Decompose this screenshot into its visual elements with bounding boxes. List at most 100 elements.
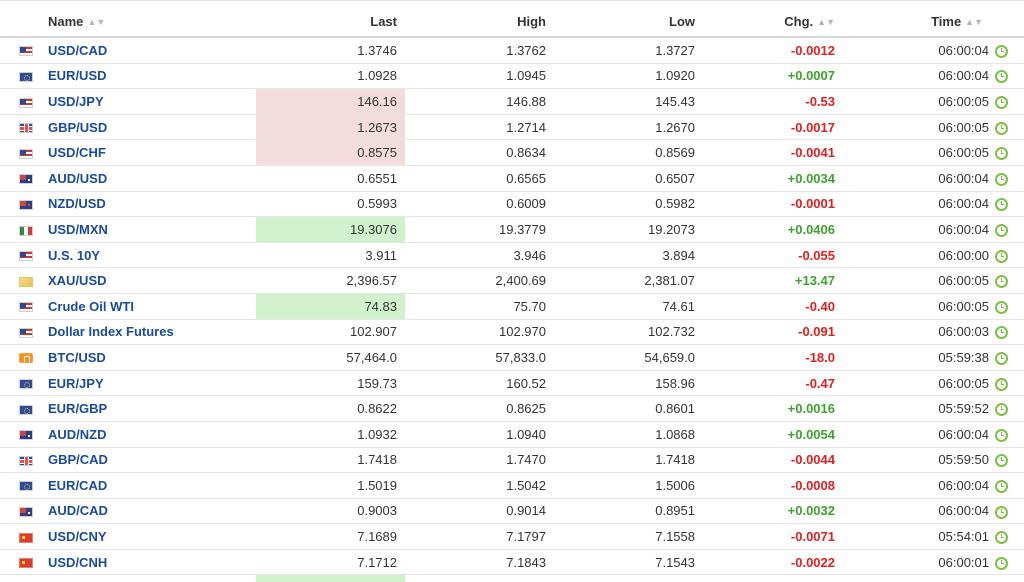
instrument-name[interactable]: USD/CAD — [44, 37, 256, 64]
low-value: 0.5982 — [554, 191, 703, 218]
header-name[interactable]: Name ▲▼ — [44, 6, 256, 38]
header-high: High — [405, 6, 554, 38]
clock-cell — [991, 421, 1024, 448]
flag-cell — [0, 549, 44, 576]
instrument-name[interactable]: EUR/JPY — [44, 370, 256, 397]
last-value: 1.0928 — [256, 63, 405, 90]
table-row[interactable]: GBP/USD 1.2673 1.2714 1.2670 -0.0017 06:00:05 — [0, 114, 1024, 141]
flag-cell — [0, 395, 44, 422]
instrument-name[interactable]: AUD/USD — [44, 165, 256, 192]
gb-flag-icon — [19, 123, 33, 134]
change-value: -18.0 — [703, 344, 843, 371]
instrument-name[interactable]: EUR/USD — [44, 63, 256, 90]
instrument-name[interactable]: USD/CHF — [44, 139, 256, 166]
instrument-link[interactable]: BTC/USD — [48, 349, 106, 365]
sort-icon[interactable]: ▲▼ — [817, 16, 835, 27]
header-chg[interactable]: Chg. ▲▼ — [703, 6, 843, 38]
instrument-name[interactable]: EUR/GBP — [44, 395, 256, 422]
clock-cell — [991, 114, 1024, 141]
time-value: 06:00:05 — [843, 267, 991, 294]
time-value: 06:00:04 — [843, 63, 991, 90]
header-time[interactable]: Time ▲▼ — [843, 6, 991, 38]
nz-flag-icon — [19, 199, 33, 210]
low-value: 145.43 — [554, 88, 703, 115]
instrument-link[interactable]: AUD/CAD — [48, 503, 108, 519]
instrument-name[interactable]: USD/MXN — [44, 216, 256, 243]
instrument-link[interactable]: AUD/NZD — [48, 426, 107, 442]
table-row[interactable]: USD/JPY 146.16 146.88 145.43 -0.53 06:00:05 — [0, 88, 1024, 115]
instrument-link[interactable]: XAU/USD — [48, 273, 107, 289]
table-row[interactable]: Crude Oil WTI 74.83 75.70 74.61 -0.40 06:00:0… — [0, 293, 1024, 320]
table-row[interactable]: BTC/USD 57,464.0 57,833.0 54,659.0 -18.0 05:5… — [0, 344, 1024, 371]
table-row[interactable]: USD/CNH 7.1712 7.1843 7.1543 -0.0022 06:00:01 — [0, 549, 1024, 576]
instrument-link[interactable]: USD/MXN — [48, 221, 108, 237]
clock-icon — [995, 147, 1008, 161]
instrument-link[interactable]: EUR/GBP — [48, 401, 108, 417]
instrument-name[interactable]: Crude Oil WTI — [44, 293, 256, 320]
clock-cell — [991, 498, 1024, 525]
last-value: 0.9003 — [256, 498, 405, 525]
sort-icon[interactable]: ▲▼ — [87, 16, 106, 27]
time-value: 05:59:38 — [843, 344, 991, 371]
instrument-link[interactable]: USD/CNY — [48, 529, 107, 545]
table-row[interactable]: NZD/USD 0.5993 0.6009 0.5982 -0.0001 06:00:04 — [0, 191, 1024, 218]
instrument-link[interactable]: USD/JPY — [48, 93, 104, 109]
instrument-link[interactable]: USD/CHF — [48, 145, 106, 161]
instrument-name[interactable]: USD/JPY — [44, 88, 256, 115]
table-row[interactable]: USD/MXN 19.3076 19.3779 19.2073 +0.0406 06:00… — [0, 216, 1024, 243]
instrument-name[interactable]: AUD/CAD — [44, 498, 256, 525]
high-value: 1.5042 — [405, 472, 554, 499]
table-row[interactable]: USD/CAD 1.3746 1.3762 1.3727 -0.0012 06:00:04 — [0, 37, 1024, 64]
instrument-name[interactable]: AUD/NZD — [44, 421, 256, 448]
table-row[interactable]: AUD/NZD 1.0932 1.0940 1.0868 +0.0054 06:00:04 — [0, 421, 1024, 448]
table-row[interactable]: EUR/GBP 0.8622 0.8625 0.8601 +0.0016 05:59:52 — [0, 395, 1024, 422]
last-value: 1.3746 — [256, 37, 405, 64]
table-row[interactable]: AUD/USD 0.6551 0.6565 0.6507 +0.0034 06:00:04 — [0, 165, 1024, 192]
table-row[interactable]: Dollar Index Futures 102.907 102.970 102.73… — [0, 319, 1024, 346]
table-row[interactable]: GBP/CAD 1.7418 1.7470 1.7418 -0.0044 05:59:50 — [0, 447, 1024, 474]
change-value: -0.0041 — [703, 139, 843, 166]
instrument-name[interactable]: U.S. 10Y — [44, 242, 256, 269]
flag-cell — [0, 421, 44, 448]
instrument-name[interactable]: USD/CNH — [44, 549, 256, 576]
instrument-link[interactable]: USD/CNH — [48, 554, 108, 570]
clock-icon — [995, 275, 1008, 289]
instrument-link[interactable]: NZD/USD — [48, 196, 106, 212]
instrument-link[interactable]: AUD/USD — [48, 170, 108, 186]
instrument-link[interactable]: USD/CAD — [48, 42, 108, 58]
instrument-link[interactable]: GBP/CAD — [48, 452, 108, 468]
instrument-link[interactable]: Dollar Index Futures — [48, 324, 174, 340]
table-row[interactable]: EUR/CAD 1.5019 1.5042 1.5006 -0.0008 06:00:04 — [0, 472, 1024, 499]
instrument-link[interactable]: U.S. 10Y — [48, 247, 101, 263]
instrument-name[interactable]: EUR/CAD — [44, 472, 256, 499]
instrument-name[interactable]: USD/CNY — [44, 523, 256, 550]
time-value: 05:54:01 — [843, 523, 991, 550]
clock-cell — [991, 472, 1024, 499]
table-row[interactable]: USD/CNY 7.1689 7.1797 7.1558 -0.0071 05:54:01 — [0, 523, 1024, 550]
table-row[interactable]: AUD/CAD 0.9003 0.9014 0.8951 +0.0032 06:00:04 — [0, 498, 1024, 525]
gold-icon — [19, 276, 33, 287]
change-value: -0.0071 — [703, 523, 843, 550]
table-row[interactable]: U.S. 10Y 3.911 3.946 3.894 -0.055 06:00:00 — [0, 242, 1024, 269]
instrument-link[interactable]: EUR/USD — [48, 68, 107, 84]
instrument-link[interactable]: Crude Oil WTI — [48, 298, 134, 314]
instrument-name[interactable]: Dollar Index Futures — [44, 319, 256, 346]
instrument-name[interactable]: GBP/USD — [44, 114, 256, 141]
instrument-name[interactable]: NZD/USD — [44, 191, 256, 218]
instrument-link[interactable]: GBP/USD — [48, 119, 108, 135]
low-value: 0.8569 — [554, 139, 703, 166]
table-row[interactable]: EUR/USD 1.0928 1.0945 1.0920 +0.0007 06:00:04 — [0, 63, 1024, 90]
low-value: 158.96 — [554, 370, 703, 397]
table-row[interactable]: XAU/USD 2,396.57 2,400.69 2,381.07 +13.47 06:… — [0, 267, 1024, 294]
instrument-name[interactable]: BTC/USD — [44, 344, 256, 371]
instrument-name[interactable]: XAU/USD — [44, 267, 256, 294]
instrument-link[interactable]: EUR/JPY — [48, 375, 104, 391]
header-high-label: High — [517, 13, 546, 29]
table-row[interactable]: EUR/JPY 159.73 160.52 158.96 -0.47 06:00:05 — [0, 370, 1024, 397]
sort-icon[interactable]: ▲▼ — [965, 16, 983, 27]
change-value: -0.091 — [703, 319, 843, 346]
instrument-link[interactable]: EUR/CAD — [48, 477, 108, 493]
change-value: -0.0044 — [703, 447, 843, 474]
instrument-name[interactable]: GBP/CAD — [44, 447, 256, 474]
table-row[interactable]: USD/CHF 0.8575 0.8634 0.8569 -0.0041 06:00:05 — [0, 139, 1024, 166]
